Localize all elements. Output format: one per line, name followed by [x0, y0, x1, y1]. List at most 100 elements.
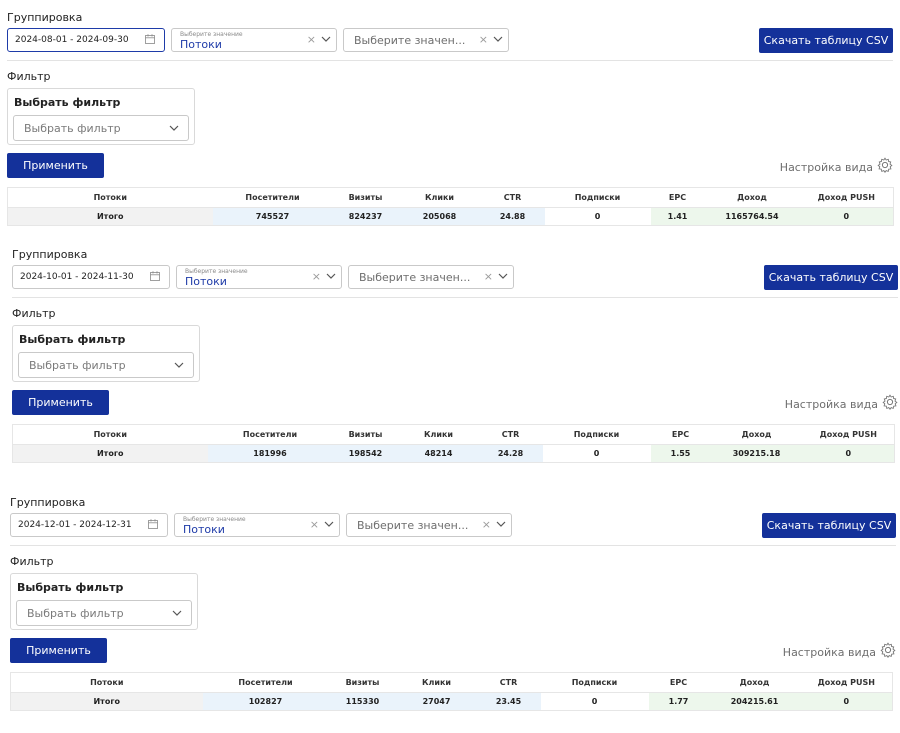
- column-header[interactable]: Доход: [710, 424, 803, 445]
- column-header[interactable]: Доход: [708, 672, 801, 693]
- apply-button[interactable]: Применить: [12, 390, 109, 415]
- column-header[interactable]: Посетители: [207, 424, 333, 445]
- filter-select[interactable]: Выбрать фильтр: [18, 352, 194, 378]
- clear-icon[interactable]: ×: [481, 518, 491, 531]
- filter-select-placeholder: Выбрать фильтр: [29, 359, 126, 372]
- column-header[interactable]: EPC: [648, 672, 709, 693]
- grouping-select[interactable]: Выберите значение Потоки ×: [171, 28, 337, 52]
- download-csv-button[interactable]: Скачать таблицу CSV: [762, 513, 896, 538]
- chevron-down-icon[interactable]: [496, 520, 506, 528]
- table-row-total: Итого 745527 824237 205068 24.88 0 1.41 …: [7, 207, 894, 226]
- clear-icon[interactable]: ×: [309, 518, 319, 531]
- download-csv-button[interactable]: Скачать таблицу CSV: [764, 265, 898, 290]
- column-header[interactable]: Визиты: [332, 424, 399, 445]
- filter-label: Фильтр: [12, 307, 56, 320]
- column-header[interactable]: Подписки: [542, 424, 651, 445]
- grouping-select-placeholder: Выберите значение: [180, 31, 243, 38]
- column-header[interactable]: Потоки: [7, 187, 213, 208]
- calendar-icon: [150, 271, 160, 281]
- second-grouping-select-placeholder: Выберите значен...: [357, 519, 469, 532]
- chevron-down-icon[interactable]: [321, 35, 331, 43]
- table-cell: 309215.18: [710, 444, 803, 463]
- table-row-total: Итого 181996 198542 48214 24.28 0 1.55 3…: [12, 444, 895, 463]
- stats-table: Потоки Посетители Визиты Клики CTR Подпи…: [10, 672, 893, 711]
- table-cell: 24.88: [480, 207, 545, 226]
- divider: [10, 545, 896, 546]
- date-range-picker[interactable]: 2024-10-01 - 2024-11-30: [12, 265, 170, 289]
- grouping-label: Группировка: [10, 496, 86, 509]
- table-header-row: Потоки Посетители Визиты Клики CTR Подпи…: [7, 187, 894, 208]
- column-header[interactable]: Потоки: [10, 672, 203, 693]
- filter-box: Выбрать фильтр Выбрать фильтр: [7, 88, 195, 145]
- apply-button[interactable]: Применить: [10, 638, 107, 663]
- table-cell: 824237: [332, 207, 399, 226]
- filter-select[interactable]: Выбрать фильтр: [16, 600, 192, 626]
- gear-icon[interactable]: [880, 642, 896, 658]
- table-row-total: Итого 102827 115330 27047 23.45 0 1.77 2…: [10, 692, 893, 711]
- date-range-picker[interactable]: 2024-12-01 - 2024-12-31: [10, 513, 168, 537]
- clear-icon[interactable]: ×: [311, 270, 321, 283]
- column-header[interactable]: Визиты: [332, 187, 399, 208]
- date-range-value: 2024-12-01 - 2024-12-31: [18, 520, 132, 530]
- download-csv-button[interactable]: Скачать таблицу CSV: [759, 28, 893, 53]
- table-cell: 48214: [398, 444, 479, 463]
- choose-filter-title: Выбрать фильтр: [19, 333, 126, 346]
- filter-select-placeholder: Выбрать фильтр: [24, 122, 121, 135]
- calendar-icon: [145, 34, 155, 44]
- chevron-down-icon[interactable]: [169, 124, 179, 132]
- column-header[interactable]: Посетители: [212, 187, 333, 208]
- clear-icon[interactable]: ×: [483, 270, 493, 283]
- filter-box: Выбрать фильтр Выбрать фильтр: [10, 573, 198, 630]
- column-header[interactable]: Визиты: [328, 672, 397, 693]
- second-grouping-select[interactable]: Выберите значен... ×: [348, 265, 514, 289]
- column-header[interactable]: EPC: [650, 424, 711, 445]
- clear-icon[interactable]: ×: [478, 33, 488, 46]
- column-header[interactable]: Клики: [398, 424, 479, 445]
- table-cell: Итого: [7, 207, 213, 226]
- column-header[interactable]: Посетители: [202, 672, 329, 693]
- column-header[interactable]: Доход PUSH: [800, 672, 893, 693]
- chevron-down-icon[interactable]: [326, 272, 336, 280]
- second-grouping-select-placeholder: Выберите значен...: [359, 271, 471, 284]
- second-grouping-select[interactable]: Выберите значен... ×: [343, 28, 509, 52]
- column-header[interactable]: Клики: [396, 672, 477, 693]
- grouping-select[interactable]: Выберите значение Потоки ×: [174, 513, 340, 537]
- table-cell: 1.41: [650, 207, 705, 226]
- filter-box: Выбрать фильтр Выбрать фильтр: [12, 325, 200, 382]
- view-settings-link[interactable]: Настройка вида: [779, 161, 873, 174]
- table-cell: 27047: [396, 692, 477, 711]
- chevron-down-icon[interactable]: [498, 272, 508, 280]
- column-header[interactable]: Доход PUSH: [799, 187, 894, 208]
- grouping-select-placeholder: Выберите значение: [185, 268, 248, 275]
- column-header[interactable]: Клики: [398, 187, 481, 208]
- chevron-down-icon[interactable]: [493, 35, 503, 43]
- column-header[interactable]: Подписки: [540, 672, 649, 693]
- column-header[interactable]: CTR: [478, 424, 543, 445]
- chevron-down-icon[interactable]: [174, 361, 184, 369]
- table-cell: 181996: [207, 444, 333, 463]
- column-header[interactable]: Доход PUSH: [802, 424, 895, 445]
- filter-select[interactable]: Выбрать фильтр: [13, 115, 189, 141]
- column-header[interactable]: CTR: [476, 672, 541, 693]
- second-grouping-select-placeholder: Выберите значен...: [354, 34, 466, 47]
- gear-icon[interactable]: [882, 394, 898, 410]
- gear-icon[interactable]: [877, 157, 893, 173]
- apply-button[interactable]: Применить: [7, 153, 104, 178]
- date-range-picker[interactable]: 2024-08-01 - 2024-09-30: [7, 28, 165, 52]
- column-header[interactable]: Потоки: [12, 424, 208, 445]
- table-cell: 0: [591, 697, 598, 706]
- column-header[interactable]: Доход: [704, 187, 800, 208]
- date-range-value: 2024-10-01 - 2024-11-30: [20, 272, 134, 282]
- table-cell: Итого: [12, 444, 208, 463]
- chevron-down-icon[interactable]: [172, 609, 182, 617]
- column-header[interactable]: CTR: [480, 187, 545, 208]
- column-header[interactable]: EPC: [650, 187, 705, 208]
- table-header-row: Потоки Посетители Визиты Клики CTR Подпи…: [12, 424, 895, 445]
- column-header[interactable]: Подписки: [544, 187, 651, 208]
- chevron-down-icon[interactable]: [324, 520, 334, 528]
- grouping-select[interactable]: Выберите значение Потоки ×: [176, 265, 342, 289]
- view-settings-link[interactable]: Настройка вида: [784, 398, 878, 411]
- clear-icon[interactable]: ×: [306, 33, 316, 46]
- view-settings-link[interactable]: Настройка вида: [782, 646, 876, 659]
- second-grouping-select[interactable]: Выберите значен... ×: [346, 513, 512, 537]
